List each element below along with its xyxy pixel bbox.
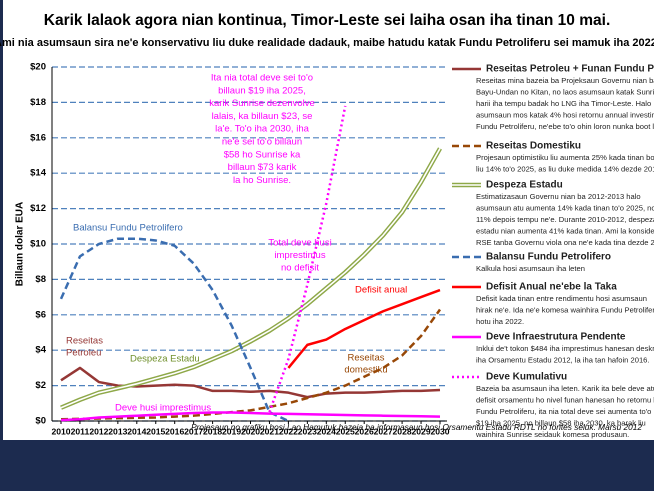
series-line [59, 237, 289, 423]
legend-label: Reseitas Domestiku [486, 141, 581, 152]
annotation: domestiku [344, 365, 387, 376]
x-tick-label: 2028 [393, 426, 412, 436]
left-band [0, 0, 3, 491]
legend-description: liu 14% to'o 2025, as liu duke medida 14… [476, 165, 654, 174]
legend-description: asumsaun atu aumenta 14% kada tinan to'o… [476, 204, 654, 213]
x-tick-label: 2016 [165, 426, 184, 436]
annotation: Defisit anual [355, 285, 407, 296]
y-tick-label: $4 [35, 345, 46, 356]
x-tick-label: 2024 [317, 426, 336, 436]
chart-subtitle: Ami nia asumsaun sira ne'e konservativu … [0, 37, 654, 49]
y-tick-label: $0 [35, 416, 46, 427]
legend-description: iha Orsamentu Estadu 2012, la iha tan ha… [476, 356, 650, 365]
y-axis-label: Billaun dolar EUA [15, 202, 26, 286]
legend-description: Defisit kada tinan entre rendimentu hosi… [476, 294, 647, 303]
x-tick-label: 2022 [279, 426, 298, 436]
y-tick-label: $12 [30, 203, 46, 214]
x-tick-label: 2013 [108, 426, 127, 436]
legend-description: defisit orsamentu ho nivel funan hanesan… [476, 396, 654, 405]
legend-description: 11% depois tempu ne'e. Durante 2010-2012… [476, 215, 654, 224]
x-tick-label: 2018 [203, 426, 222, 436]
series-line [60, 411, 441, 422]
legend-label: Despeza Estadu [486, 180, 563, 191]
annotation: Despeza Estadu [130, 354, 200, 365]
x-tick-label: 2029 [411, 426, 430, 436]
legend-description: Projesaun optimistiku liu aumenta 25% ka… [476, 153, 654, 162]
annotation: billaun $19 iha 2025, [218, 85, 306, 96]
legend-description: hirak ne'e. Ida ne'e komesa wainhira Fun… [476, 306, 654, 315]
y-tick-label: $2 [35, 380, 46, 391]
annotation: karik Sunrise dezenvolve [209, 98, 315, 109]
legend-description: asumsaun mos katak 4% hosi retornu annua… [476, 111, 654, 120]
legend-description: Estimatizasaun Governu nian ba 2012-2013… [476, 192, 641, 201]
legend-description: $19 iha 2025, no billaun $58 iha 2030, k… [476, 419, 646, 428]
legend-label: Defisit Anual ne'ebe la Taka [486, 282, 617, 293]
x-tick-label: 2025 [336, 426, 355, 436]
y-tick-label: $6 [35, 309, 46, 320]
chart-title: Karik lalaok agora nian kontinua, Timor-… [44, 12, 611, 29]
annotation: billaun $73 karik [228, 162, 297, 173]
y-tick-label: $16 [30, 132, 46, 143]
annotation: ne'e sei to'o billaun [222, 137, 302, 148]
legend-description: Inklui de't tokon $484 iha imprestimus h… [476, 344, 654, 353]
x-tick-label: 2021 [260, 426, 279, 436]
annotation: Reseitas [66, 336, 103, 347]
series-line [287, 288, 441, 369]
x-tick-label: 2023 [298, 426, 317, 436]
legend-description: Kalkula hosi asumsaun iha leten [476, 264, 585, 273]
annotation: no defisit [281, 263, 319, 274]
x-tick-label: 2014 [127, 426, 146, 436]
x-tick-label: 2010 [51, 426, 70, 436]
x-tick-label: 2017 [184, 426, 203, 436]
y-tick-label: $18 [30, 97, 46, 108]
x-tick-label: 2027 [374, 426, 393, 436]
y-tick-label: $10 [30, 239, 46, 250]
bottom-band [0, 440, 654, 491]
x-tick-label: 2011 [71, 426, 90, 436]
x-tick-label: 2015 [146, 426, 165, 436]
annotation: Balansu Fundu Petrolifero [73, 223, 183, 234]
legend-label: Balansu Fundu Petrolifero [486, 252, 611, 263]
annotation: imprestimus [274, 250, 325, 261]
legend-description: Fundu Petroliferu, ita nia total deve se… [476, 407, 654, 416]
annotation: Deve husi imprestimus [115, 403, 211, 414]
series-line-inner [60, 148, 441, 409]
legend-description: RSE tanba Governu viola ona ne'e kada ti… [476, 238, 654, 247]
legend-description: estadu nian aumenta 41% kada tinan. Ami … [476, 227, 654, 236]
legend-description: harii iha tempu badak ho LNG iha Timor-L… [476, 99, 651, 108]
x-tick-label: 2030 [430, 426, 449, 436]
legend-label: Reseitas Petroleu + Funan Fundu Petrolif… [486, 64, 654, 75]
legend-description: Fundu Petroliferu, ne'ebe to'o ohin loro… [476, 122, 654, 131]
annotation: Ita nia total deve sei to'o [211, 73, 313, 84]
y-tick-label: $8 [35, 274, 46, 285]
annotation: la'e. To'o iha 2030, iha [215, 124, 309, 135]
annotation: Reseitas [348, 353, 385, 364]
legend-label: Deve Infraestrutura Pendente [486, 332, 626, 343]
y-tick-label: $14 [30, 168, 47, 179]
legend-description: Bayu-Undan no Kitan, no laos asumsaun ka… [476, 88, 654, 97]
x-tick-label: 2019 [222, 426, 241, 436]
series-line [60, 308, 442, 421]
annotation: $58 ho Sunrise ka [224, 149, 301, 160]
legend-description: hotu iha 2022. [476, 317, 524, 326]
legend-description: wainhira Sunrise seidauk komesa produsau… [475, 430, 629, 439]
legend-description: Reseitas mina bazeia ba Projeksaun Gover… [476, 76, 654, 85]
legend-label: Deve Kumulativu [486, 372, 567, 383]
annotation: Total deve husi [268, 238, 331, 249]
annotation: la ho Sunrise. [233, 175, 291, 186]
x-tick-label: 2020 [241, 426, 260, 436]
footnote: Projesaun no grafiku hosi Lao Hamutuk ba… [191, 422, 642, 432]
x-tick-label: 2026 [355, 426, 374, 436]
y-tick-label: $20 [30, 62, 46, 73]
x-tick-label: 2012 [89, 426, 108, 436]
annotation: lalais, ka billaun $23, se [212, 111, 313, 122]
legend-description: Bazeia ba asumsaun iha leten. Karik ita … [476, 384, 654, 393]
annotation: Petroleu [66, 348, 101, 359]
